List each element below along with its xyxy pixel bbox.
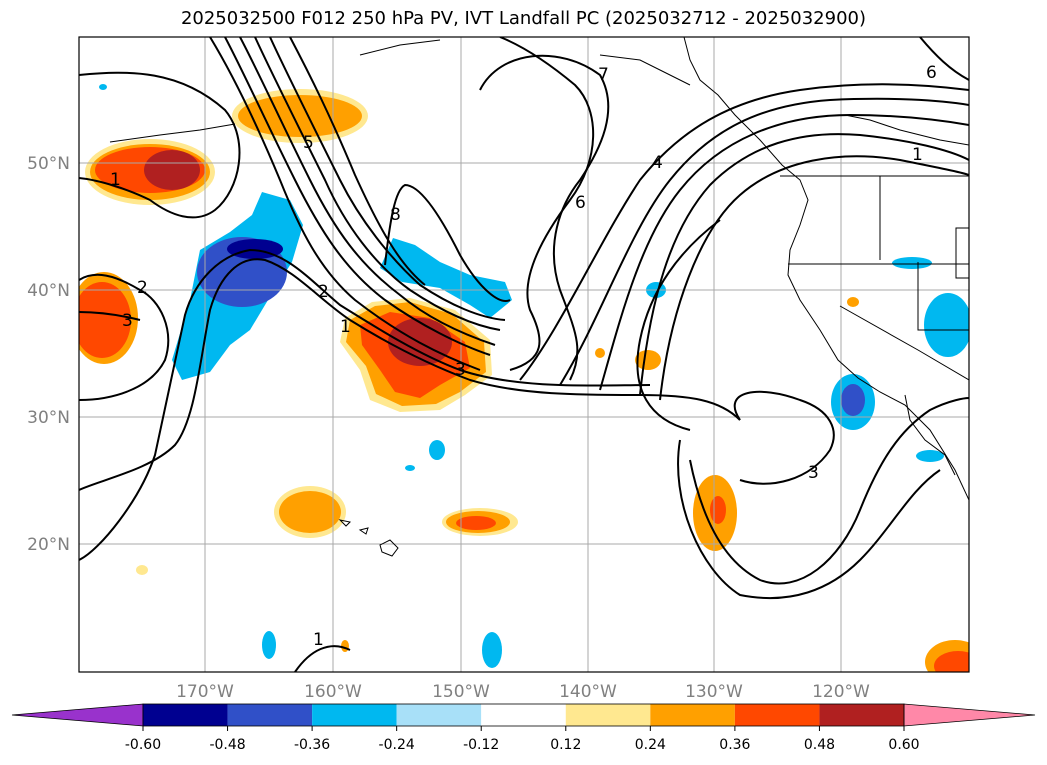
contour-label: 8	[390, 205, 401, 225]
longitude-label: 130°W	[685, 682, 743, 702]
negative-anomaly	[262, 631, 276, 659]
gridlines	[79, 37, 969, 672]
colorbar-label: 0.36	[719, 737, 750, 753]
coastlines	[109, 37, 969, 557]
positive-anomaly	[847, 297, 859, 307]
colorbar-label: 0.48	[804, 737, 835, 753]
negative-anomaly	[841, 384, 865, 416]
negative-anomaly	[405, 465, 415, 471]
positive-anomaly	[144, 150, 200, 190]
positive-anomaly	[934, 651, 969, 672]
colorbar-frame	[142, 703, 905, 727]
colorbar-extend-low	[11, 703, 144, 727]
colorbar-label: -0.12	[463, 737, 499, 753]
negative-anomaly	[99, 84, 107, 90]
map-title: 2025032500 F012 250 hPa PV, IVT Landfall…	[180, 8, 867, 29]
longitude-label: 170°W	[176, 682, 234, 702]
contour-labels: 1 2 3 5 7 8 6 4 2 1 3 1 6 3 1	[110, 63, 937, 650]
longitude-label: 150°W	[432, 682, 490, 702]
colorbar-cell	[565, 704, 651, 726]
colorbar-label: -0.60	[125, 737, 161, 753]
longitude-labels: 170°W 160°W 150°W 140°W 130°W 120°W	[176, 682, 870, 702]
longitude-label: 120°W	[812, 682, 870, 702]
positive-anomaly	[456, 516, 496, 530]
longitude-label: 160°W	[304, 682, 362, 702]
colorbar-label: -0.24	[379, 737, 415, 753]
colorbar-ticks	[142, 726, 905, 731]
contour-label: 1	[912, 145, 923, 165]
colorbar-cell	[312, 704, 397, 726]
contour-label: 6	[926, 63, 937, 83]
negative-anomaly	[924, 293, 969, 357]
positive-anomaly	[710, 496, 726, 524]
latitude-labels: 50°N 40°N 30°N 20°N	[27, 154, 70, 555]
colorbar-cell	[819, 704, 904, 726]
positive-anomaly	[341, 640, 349, 652]
contour-label: 4	[652, 153, 663, 173]
colorbar-label: 0.24	[635, 737, 666, 753]
colorbar-cell	[396, 704, 482, 726]
colorbar-label: 0.12	[550, 737, 581, 753]
positive-anomaly	[595, 348, 605, 358]
contour-label: 5	[303, 133, 314, 153]
contour-label: 1	[313, 630, 324, 650]
colorbar-cell	[227, 704, 313, 726]
latitude-label: 20°N	[27, 535, 70, 555]
positive-anomaly	[279, 491, 341, 533]
map-area: 1 2 3 5 7 8 6 4 2 1 3 1 6 3 1	[79, 37, 969, 672]
colorbar-cell	[481, 704, 566, 726]
map-frame	[78, 36, 970, 673]
contour-label: 1	[340, 317, 351, 337]
contour-label: 6	[575, 193, 586, 213]
colorbar-label: -0.48	[209, 737, 245, 753]
negative-anomaly	[380, 238, 512, 318]
colorbar-labels: -0.60 -0.48 -0.36 -0.24 -0.12 0.12 0.24 0.36 0.4…	[125, 737, 920, 753]
positive-anomaly	[79, 282, 131, 358]
latitude-label: 40°N	[27, 281, 70, 301]
contour-label: 7	[598, 65, 609, 85]
colorbar: -0.60 -0.48 -0.36 -0.24 -0.12 0.12 0.24 0.36 0.4…	[11, 703, 1036, 753]
colorbar-label: 0.60	[888, 737, 919, 753]
positive-anomaly	[635, 350, 661, 370]
contour-label: 3	[455, 360, 466, 380]
negative-anomaly	[429, 440, 445, 460]
contour-label: 2	[137, 278, 148, 298]
latitude-label: 50°N	[27, 154, 70, 174]
contour-label: 3	[808, 463, 819, 483]
colorbar-label: -0.36	[294, 737, 330, 753]
negative-anomaly	[916, 450, 944, 462]
contour-label: 3	[122, 311, 133, 331]
colorbar-extend-high	[903, 703, 1036, 727]
colorbar-cell	[734, 704, 820, 726]
longitude-label: 140°W	[559, 682, 617, 702]
positive-anomaly	[136, 565, 148, 575]
contour-lines	[79, 37, 969, 672]
negative-anomaly	[892, 257, 932, 269]
colorbar-cells	[11, 703, 1036, 727]
contour-label: 2	[318, 282, 329, 302]
negative-anomaly	[482, 632, 502, 668]
colorbar-cell	[650, 704, 735, 726]
contour-label: 1	[110, 170, 121, 190]
colorbar-cell	[143, 704, 228, 726]
latitude-label: 30°N	[27, 408, 70, 428]
